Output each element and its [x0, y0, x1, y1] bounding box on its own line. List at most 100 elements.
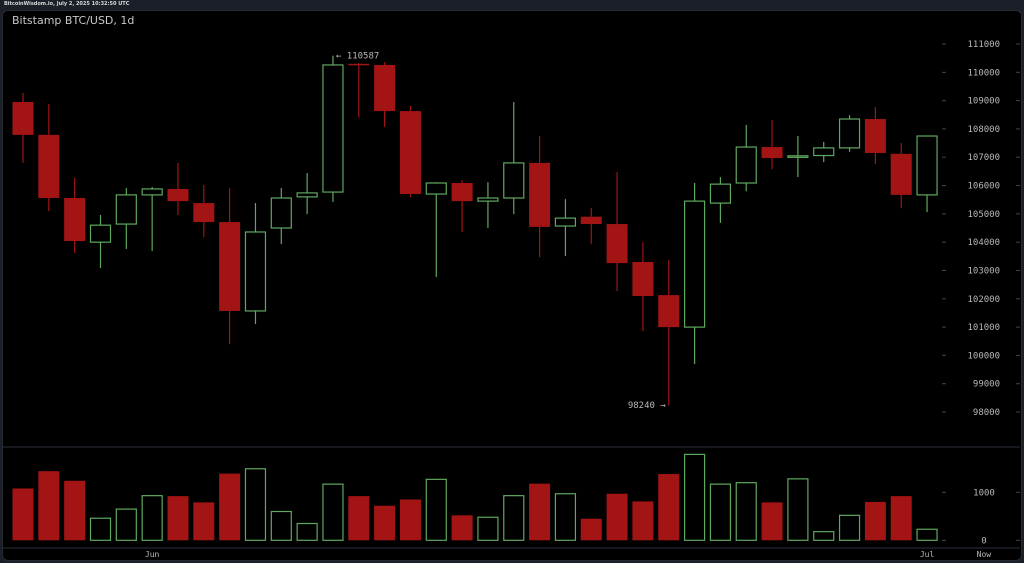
candle-body	[658, 295, 680, 328]
volume-bar	[916, 528, 938, 541]
candle-body	[916, 135, 938, 196]
candle-body	[761, 147, 783, 159]
volume-bar	[813, 531, 835, 541]
candle	[813, 141, 835, 163]
top-bar: BitcoinWisdom.io, July 2, 2025 10:32:50 …	[0, 0, 1024, 10]
price-tick-label: 99000	[973, 380, 1000, 390]
candle	[529, 136, 551, 258]
candle	[89, 214, 112, 268]
candle-body	[477, 197, 499, 202]
volume-bar	[477, 516, 499, 541]
volume-bar	[632, 501, 654, 541]
time-axis-label: Jul	[920, 550, 935, 559]
candle-body	[580, 216, 602, 225]
candle-body	[374, 64, 396, 112]
candle	[735, 124, 757, 192]
volume-bar	[658, 474, 680, 541]
candle-body	[399, 111, 421, 195]
candle	[916, 135, 938, 213]
candle	[606, 171, 628, 292]
volume-bar	[219, 473, 241, 541]
volume-bar	[425, 478, 447, 541]
volume-bar	[503, 495, 525, 541]
candle-body	[838, 118, 861, 149]
price-tick-label: 108000	[967, 125, 1000, 135]
chart-title: Bitstamp BTC/USD, 1d	[12, 14, 135, 27]
candle-body	[813, 147, 835, 157]
candle	[425, 182, 447, 277]
volume-bar	[580, 518, 602, 541]
candle	[167, 162, 189, 215]
price-tick-label: 101000	[967, 323, 1000, 333]
candle	[270, 188, 292, 245]
candle-body	[167, 188, 189, 202]
candle	[38, 104, 60, 212]
candle	[64, 177, 86, 253]
volume-bar	[683, 453, 706, 541]
volume-bar	[890, 496, 912, 541]
price-tick-label: 100000	[967, 351, 1000, 361]
candle-body	[64, 198, 86, 242]
volume-bar	[64, 480, 86, 541]
volume-bar	[193, 502, 215, 541]
volume-bar	[787, 478, 809, 541]
candle	[141, 186, 163, 251]
candle-body	[12, 102, 34, 135]
volume-bar	[374, 505, 396, 541]
high-annotation: ← 110587	[336, 52, 379, 62]
candle-body	[503, 162, 525, 199]
candle	[244, 203, 267, 324]
price-tick-label: 111000	[967, 40, 1000, 50]
candle-body	[193, 203, 215, 223]
candle	[12, 92, 34, 163]
candle-body	[864, 119, 886, 153]
low-annotation: 98240 →	[628, 401, 667, 411]
candle	[838, 115, 861, 152]
candle	[709, 177, 732, 223]
volume-bar	[761, 502, 783, 541]
candle	[451, 180, 473, 232]
price-tick-label: 103000	[967, 266, 1000, 276]
candle	[115, 188, 137, 249]
volume-bar	[322, 483, 344, 541]
chart-frame	[2, 10, 1022, 561]
candle-body	[787, 155, 809, 158]
volume-bar	[115, 508, 137, 541]
candle	[399, 105, 421, 197]
candle-body	[683, 200, 706, 328]
candle	[503, 102, 525, 215]
candle	[580, 207, 602, 245]
candle-body	[322, 64, 344, 193]
candle	[296, 173, 318, 215]
price-tick-label: 107000	[967, 153, 1000, 163]
volume-bar	[348, 496, 370, 541]
candle	[787, 136, 809, 178]
candle-body	[425, 182, 447, 195]
volume-bar	[554, 493, 577, 541]
candle-body	[709, 183, 732, 204]
candle-body	[348, 63, 370, 66]
candle-body	[554, 217, 577, 227]
volume-bar	[529, 483, 551, 541]
candle	[658, 260, 680, 406]
volume-bar	[141, 495, 163, 541]
candle-body	[141, 188, 163, 196]
candle	[864, 107, 886, 165]
volume-bar	[167, 496, 189, 541]
volume-bar	[244, 468, 267, 541]
volume-bar	[270, 510, 292, 541]
candle-body	[606, 224, 628, 264]
price-tick-label: 98000	[973, 408, 1000, 418]
candle	[632, 242, 654, 332]
candle-body	[270, 197, 292, 229]
volume-bar	[838, 514, 861, 541]
price-tick-label: 105000	[967, 210, 1000, 220]
volume-bar	[89, 517, 112, 541]
volume-tick-label: 0	[981, 536, 986, 546]
volume-tick-label: 1000	[973, 488, 995, 498]
volume-bar	[864, 501, 886, 541]
candle	[761, 120, 783, 170]
price-tick-label: 110000	[967, 68, 1000, 78]
volume-bar	[12, 488, 34, 541]
